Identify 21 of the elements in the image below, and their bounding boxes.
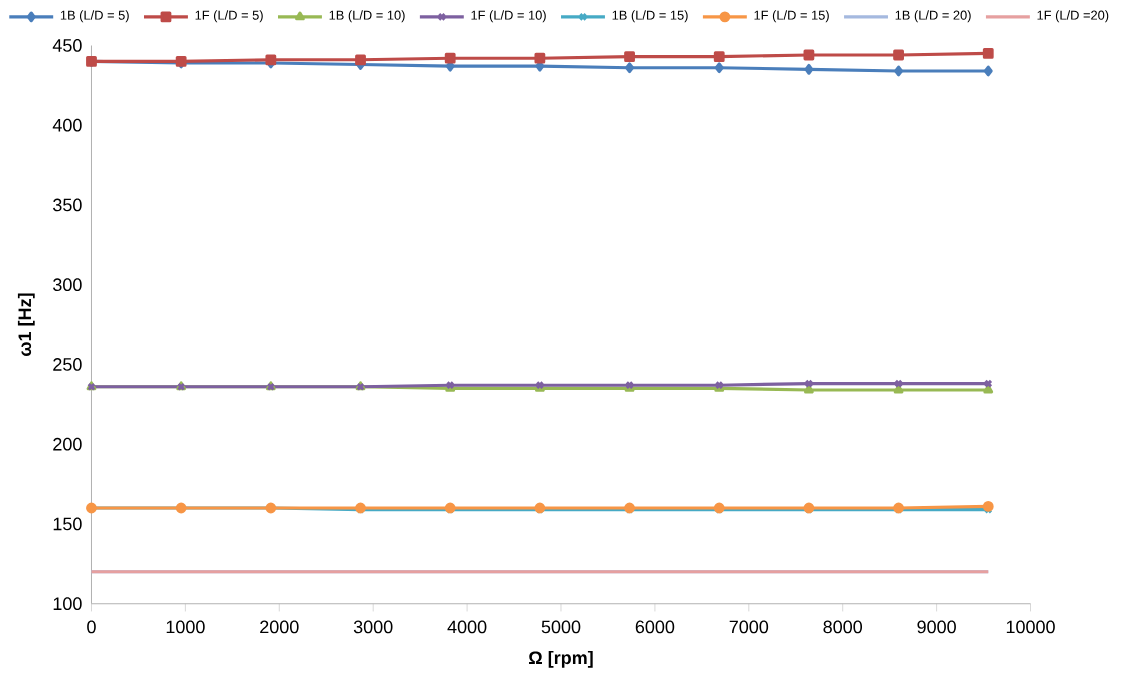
y-tick-label: 350 [53, 198, 82, 212]
y-tick-label: 200 [53, 437, 82, 451]
x-tick-label: 0 [87, 620, 96, 634]
x-tick-label: 8000 [823, 620, 863, 634]
x-tick-label: 9000 [917, 620, 956, 634]
x-tick-label: 6000 [635, 620, 675, 634]
x-tick-label: 3000 [353, 620, 393, 634]
y-axis-title: ω1 [Hz] [17, 293, 35, 356]
x-tick-label: 4000 [447, 620, 487, 634]
y-tick-label: 150 [53, 517, 82, 531]
y-tick-label: 300 [53, 278, 82, 291]
x-tick-label: 7000 [729, 620, 769, 634]
x-tick-label: 5000 [541, 620, 581, 634]
x-tick-label: 10000 [1006, 620, 1055, 634]
y-tick-label: 450 [52, 38, 82, 52]
x-axis-title: Ω [rpm] [529, 650, 593, 668]
y-tick-label: 100 [53, 597, 82, 610]
x-tick-label: 2000 [260, 620, 299, 634]
y-tick-label: 250 [53, 357, 82, 371]
y-tick-label: 400 [52, 118, 82, 132]
x-tick-label: 1000 [166, 620, 205, 634]
